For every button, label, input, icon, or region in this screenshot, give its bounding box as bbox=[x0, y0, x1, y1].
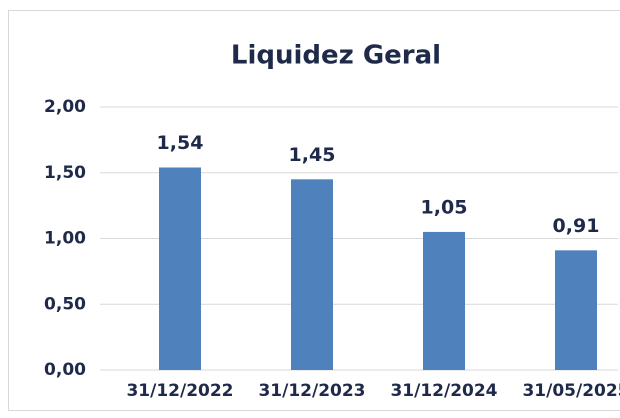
x-tick-label: 31/12/2023 bbox=[258, 381, 365, 401]
y-tick-label: 2,00 bbox=[44, 97, 86, 117]
bar bbox=[291, 179, 333, 370]
y-tick-label: 1,50 bbox=[44, 163, 86, 183]
bar bbox=[159, 167, 201, 370]
y-tick-label: 1,00 bbox=[44, 229, 86, 249]
x-tick-label: 31/12/2024 bbox=[390, 381, 497, 401]
value-label: 0,91 bbox=[553, 215, 600, 237]
bar bbox=[555, 250, 597, 370]
x-tick-label: 31/05/2025 bbox=[522, 381, 620, 401]
y-tick-label: 0,50 bbox=[44, 294, 86, 314]
value-label: 1,45 bbox=[289, 144, 336, 166]
chart-title: Liquidez Geral bbox=[231, 41, 441, 71]
value-label: 1,05 bbox=[421, 196, 468, 218]
value-label: 1,54 bbox=[157, 132, 204, 154]
y-tick-label: 0,00 bbox=[44, 360, 86, 380]
bar bbox=[423, 231, 465, 370]
x-tick-label: 31/12/2022 bbox=[126, 381, 233, 401]
